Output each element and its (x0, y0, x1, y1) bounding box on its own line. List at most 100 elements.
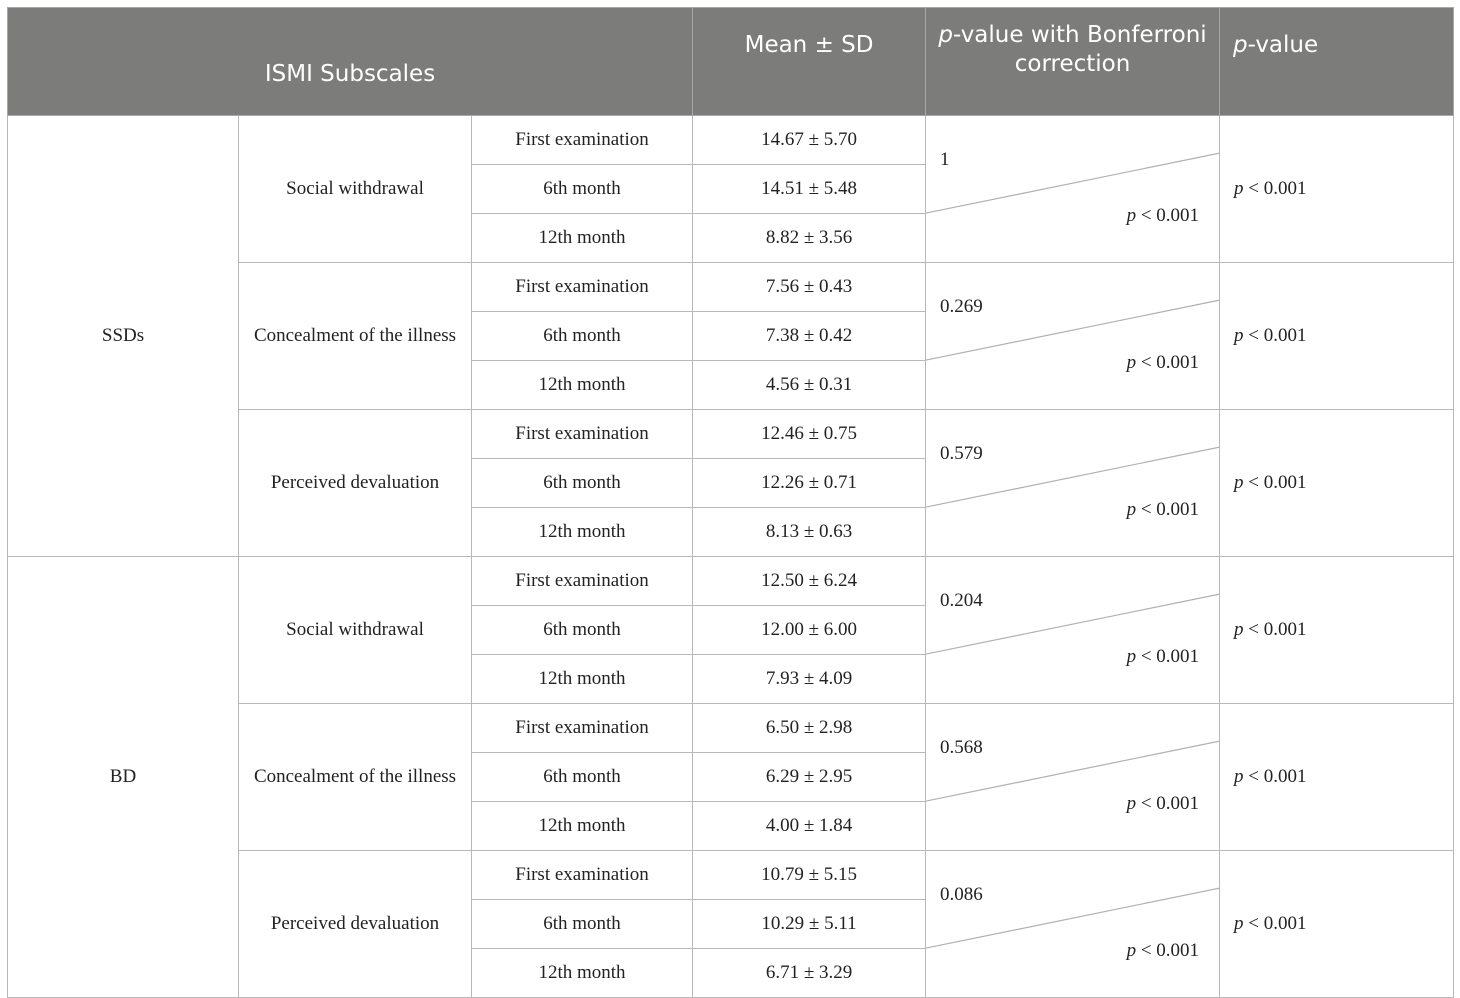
mean-sd-value: 6.71 ± 3.29 (692, 948, 927, 998)
p-bonferroni-cell: 0.579 p < 0.001 (925, 409, 1221, 557)
time-point: First examination (470, 409, 694, 459)
p-bonferroni-cell: 1 p < 0.001 (925, 115, 1221, 263)
mean-sd-value: 14.67 ± 5.70 (692, 115, 927, 165)
header-p-value: p-value (1219, 7, 1455, 116)
table-row: SSDs Social withdrawal First examination 14… (7, 115, 1455, 557)
subscale-name: Social withdrawal (238, 115, 472, 263)
p-bonferroni-overall-value: < 0.001 (1136, 793, 1200, 814)
diagonal-divider-line (926, 851, 1219, 997)
italic-p: p (1126, 499, 1137, 520)
p-bonferroni-overall: p < 0.001 (1127, 349, 1199, 377)
p-value-text: < 0.001 (1243, 913, 1307, 934)
italic-p: p (1234, 472, 1244, 493)
time-point: 6th month (470, 164, 694, 214)
mean-sd-value: 12.50 ± 6.24 (692, 556, 927, 606)
p-value-cell: p < 0.001 (1219, 703, 1455, 851)
subscale-name: Social withdrawal (238, 556, 472, 704)
p-bonferroni-overall: p < 0.001 (1127, 937, 1199, 965)
italic-p: p (1126, 205, 1137, 226)
p-bonferroni-overall-value: < 0.001 (1136, 499, 1200, 520)
mean-sd-value: 10.29 ± 5.11 (692, 899, 927, 949)
p-bonferroni-pairwise: 0.579 (940, 443, 983, 464)
p-value-cell: p < 0.001 (1219, 850, 1455, 998)
p-bonferroni-overall-value: < 0.001 (1136, 940, 1200, 961)
italic-p: p (1234, 913, 1244, 934)
italic-p: p (1126, 793, 1137, 814)
table-body: SSDs Social withdrawal First examination 14… (7, 115, 1455, 998)
group-name: SSDs (7, 115, 239, 557)
p-value-text: < 0.001 (1243, 325, 1307, 346)
p-bonferroni-cell: 0.568 p < 0.001 (925, 703, 1221, 851)
italic-p: p (1126, 940, 1137, 961)
p-bonferroni-cell: 0.269 p < 0.001 (925, 262, 1221, 410)
p-bonferroni-overall: p < 0.001 (1127, 790, 1199, 818)
time-point: 6th month (470, 899, 694, 949)
table-row: 12th month 8.13 ± 0.63 (8, 507, 1454, 557)
header-ismi-subscales: ISMI Subscales (6, 7, 694, 116)
subscale-name: Perceived devaluation (238, 850, 472, 998)
header-row: ISMI Subscales Mean ± SD p-value with Bo… (6, 7, 1455, 116)
p-bonferroni-overall: p < 0.001 (1127, 202, 1199, 230)
italic-p: p (1126, 646, 1137, 667)
time-point: 12th month (470, 507, 694, 557)
mean-sd-value: 8.13 ± 0.63 (692, 507, 927, 557)
p-bonferroni-pairwise: 0.204 (940, 590, 983, 611)
time-point: 12th month (470, 654, 694, 704)
time-point: 12th month (470, 948, 694, 998)
p-value-cell: p < 0.001 (1219, 115, 1455, 263)
time-point: 12th month (470, 801, 694, 851)
mean-sd-value: 12.46 ± 0.75 (692, 409, 927, 459)
p-bonferroni-overall-value: < 0.001 (1136, 352, 1200, 373)
italic-p: p (1234, 619, 1244, 640)
subscale-name: Perceived devaluation (238, 409, 472, 557)
time-point: 6th month (470, 311, 694, 361)
mean-sd-value: 12.00 ± 6.00 (692, 605, 927, 655)
p-bonferroni-overall: p < 0.001 (1127, 643, 1199, 671)
mean-sd-value: 14.51 ± 5.48 (692, 164, 927, 214)
time-point: 6th month (470, 605, 694, 655)
p-value-text: < 0.001 (1243, 619, 1307, 640)
p-bonferroni-overall-value: < 0.001 (1136, 646, 1200, 667)
mean-sd-value: 6.50 ± 2.98 (692, 703, 927, 753)
subscale-name: Concealment of the illness (238, 262, 472, 410)
diagonal-divider-line (926, 116, 1219, 262)
diagonal-divider-line (926, 410, 1219, 556)
p-value-cell: p < 0.001 (1219, 409, 1455, 557)
p-bonferroni-pairwise: 0.568 (940, 737, 983, 758)
p-value-cell: p < 0.001 (1219, 262, 1455, 410)
mean-sd-value: 7.93 ± 4.09 (692, 654, 927, 704)
p-bonferroni-pairwise: 0.269 (940, 296, 983, 317)
time-point: First examination (470, 703, 694, 753)
time-point: First examination (470, 115, 694, 165)
time-point: First examination (470, 556, 694, 606)
group-name: BD (7, 556, 239, 998)
table-row: 12th month 7.93 ± 4.09 (8, 654, 1454, 704)
p-value-text: < 0.001 (1243, 472, 1307, 493)
p-bonferroni-cell: 0.204 p < 0.001 (925, 556, 1221, 704)
header-p-value-text: -value (1247, 32, 1319, 58)
time-point: 6th month (470, 458, 694, 508)
table-row: Perceived devaluation First examination 12… (8, 409, 1455, 557)
mean-sd-value: 6.29 ± 2.95 (692, 752, 927, 802)
italic-p: p (1234, 325, 1244, 346)
italic-p: p (1234, 766, 1244, 787)
subscale-name: Concealment of the illness (238, 703, 472, 851)
p-bonferroni-overall-value: < 0.001 (1136, 205, 1200, 226)
p-value-text: < 0.001 (1243, 766, 1307, 787)
header-mean-sd: Mean ± SD (692, 7, 927, 116)
table-row: 6th month 12.00 ± 6.00 (8, 605, 1454, 655)
ismi-results-table: ISMI Subscales Mean ± SD p -value with Bo… (6, 7, 1455, 998)
mean-sd-value: 7.38 ± 0.42 (692, 311, 927, 361)
p-bonferroni-pairwise: 1 (940, 149, 950, 170)
p-bonferroni-overall: p < 0.001 (1127, 496, 1199, 524)
table-row: Concealment of the illness First examinat… (8, 703, 1455, 851)
time-point: First examination (470, 262, 694, 312)
mean-sd-value: 12.26 ± 0.71 (692, 458, 927, 508)
mean-sd-value: 8.82 ± 3.56 (692, 213, 927, 263)
p-value-text: < 0.001 (1243, 178, 1307, 199)
mean-sd-value: 10.79 ± 5.15 (692, 850, 927, 900)
table-row: BD Social withdrawal First examination 12.5… (7, 556, 1455, 998)
diagonal-divider-line (926, 263, 1219, 409)
p-bonferroni-pairwise: 0.086 (940, 884, 983, 905)
header-p-bonf-text: -value with Bonferroni correction (953, 22, 1207, 77)
